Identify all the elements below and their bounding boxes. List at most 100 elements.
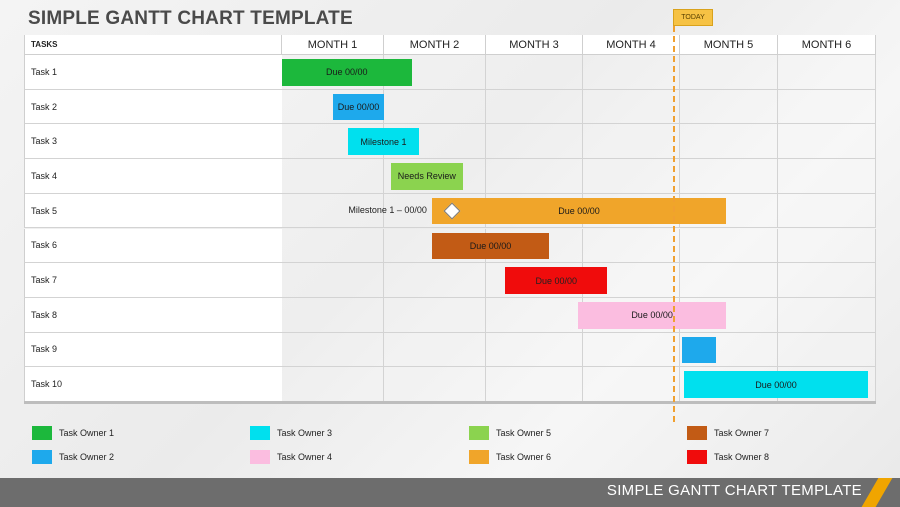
legend-swatch	[32, 426, 52, 440]
grid-cell	[778, 263, 876, 298]
legend-item: Task Owner 8	[687, 450, 769, 464]
legend-swatch	[32, 450, 52, 464]
grid-cell	[486, 297, 583, 333]
grid-cell	[778, 193, 876, 229]
legend-item: Task Owner 4	[250, 450, 332, 464]
grid-cell	[583, 228, 680, 264]
month-header: MONTH 6	[778, 35, 876, 55]
grid-cell	[486, 124, 583, 160]
grid-cell	[384, 367, 486, 402]
grid-cell	[384, 332, 486, 368]
grid-cell	[680, 124, 778, 160]
month-header: MONTH 3	[486, 35, 583, 55]
month-header: MONTH 1	[282, 35, 384, 55]
bottom-rule	[24, 401, 876, 404]
grid-cell	[384, 89, 486, 125]
grid-cell	[583, 55, 680, 90]
task-bar: Needs Review	[391, 163, 463, 190]
task-name: Task 2	[24, 89, 282, 125]
legend-swatch	[250, 450, 270, 464]
grid-cell	[583, 89, 680, 125]
footer-title: SIMPLE GANTT CHART TEMPLATE	[606, 482, 862, 499]
grid-cell	[778, 124, 876, 160]
task-bar	[681, 336, 717, 364]
tasks-header: TASKS	[24, 35, 282, 55]
grid-cell	[384, 263, 486, 298]
task-bar: Due 00/00	[282, 59, 412, 86]
today-marker: TODAY	[673, 9, 713, 26]
grid-cell	[282, 159, 384, 194]
task-name: Task 7	[24, 263, 282, 298]
legend-item: Task Owner 6	[469, 450, 551, 464]
grid-cell	[583, 159, 680, 194]
task-name: Task 10	[24, 367, 282, 402]
legend-label: Task Owner 6	[496, 452, 552, 462]
legend-item: Task Owner 7	[687, 426, 769, 440]
task-name: Task 4	[24, 159, 282, 194]
task-name: Task 6	[24, 228, 282, 264]
grid-cell	[680, 89, 778, 125]
footer-bar	[0, 478, 900, 507]
legend-label: Task Owner 4	[277, 452, 333, 462]
legend-swatch	[469, 450, 489, 464]
month-header: MONTH 5	[680, 35, 778, 55]
grid-cell	[282, 332, 384, 368]
grid-cell	[680, 55, 778, 90]
grid-cell	[778, 297, 876, 333]
grid-cell	[778, 228, 876, 264]
legend-item: Task Owner 5	[469, 426, 551, 440]
grid-cell	[680, 263, 778, 298]
legend-item: Task Owner 1	[32, 426, 114, 440]
grid-cell	[583, 367, 680, 402]
task-bar: Due 00/00	[578, 301, 727, 329]
grid-cell	[282, 297, 384, 333]
legend-swatch	[250, 426, 270, 440]
grid-cell	[778, 89, 876, 125]
page-title: SIMPLE GANTT CHART TEMPLATE	[28, 8, 353, 29]
legend-item: Task Owner 3	[250, 426, 332, 440]
grid-cell	[583, 332, 680, 368]
grid-cell	[680, 228, 778, 264]
task-bar: Due 00/00	[505, 267, 608, 294]
grid-cell	[583, 124, 680, 160]
legend-label: Task Owner 8	[714, 452, 770, 462]
legend-label: Task Owner 3	[277, 428, 333, 438]
task-bar: Due 00/00	[431, 197, 727, 225]
gantt-grid: TASKS MONTH 1 MONTH 2 MONTH 3 MONTH 4 MONTH 5…	[24, 35, 876, 403]
legend-swatch	[469, 426, 489, 440]
task-bar: Milestone 1	[348, 128, 419, 156]
task-name: Task 5	[24, 193, 282, 229]
month-header: MONTH 4	[583, 35, 680, 55]
task-name: Task 3	[24, 124, 282, 160]
grid-cell	[282, 367, 384, 402]
grid-cell	[486, 55, 583, 90]
task-bar: Due 00/00	[683, 371, 869, 398]
grid-cell	[486, 332, 583, 368]
legend-label: Task Owner 1	[59, 428, 115, 438]
legend-swatch	[687, 450, 707, 464]
grid-cell	[486, 89, 583, 125]
legend-swatch	[687, 426, 707, 440]
grid-cell	[282, 193, 384, 229]
today-line	[673, 26, 675, 422]
month-header: MONTH 2	[384, 35, 486, 55]
grid-cell	[384, 297, 486, 333]
legend-item: Task Owner 2	[32, 450, 114, 464]
task-name: Task 9	[24, 332, 282, 368]
task-name: Task 8	[24, 297, 282, 333]
grid-cell	[778, 159, 876, 194]
grid-cell	[282, 228, 384, 264]
milestone-label: Milestone 1 – 00/00	[348, 205, 427, 216]
task-bar: Due 00/00	[431, 232, 550, 260]
grid-cell	[778, 55, 876, 90]
grid-cell	[486, 159, 583, 194]
task-bar: Due 00/00	[333, 93, 384, 121]
grid-cell	[680, 159, 778, 194]
legend-label: Task Owner 2	[59, 452, 115, 462]
grid-cell	[282, 263, 384, 298]
grid-cell	[778, 332, 876, 368]
grid-cell	[486, 367, 583, 402]
legend-label: Task Owner 5	[496, 428, 552, 438]
legend-label: Task Owner 7	[714, 428, 770, 438]
task-name: Task 1	[24, 55, 282, 90]
